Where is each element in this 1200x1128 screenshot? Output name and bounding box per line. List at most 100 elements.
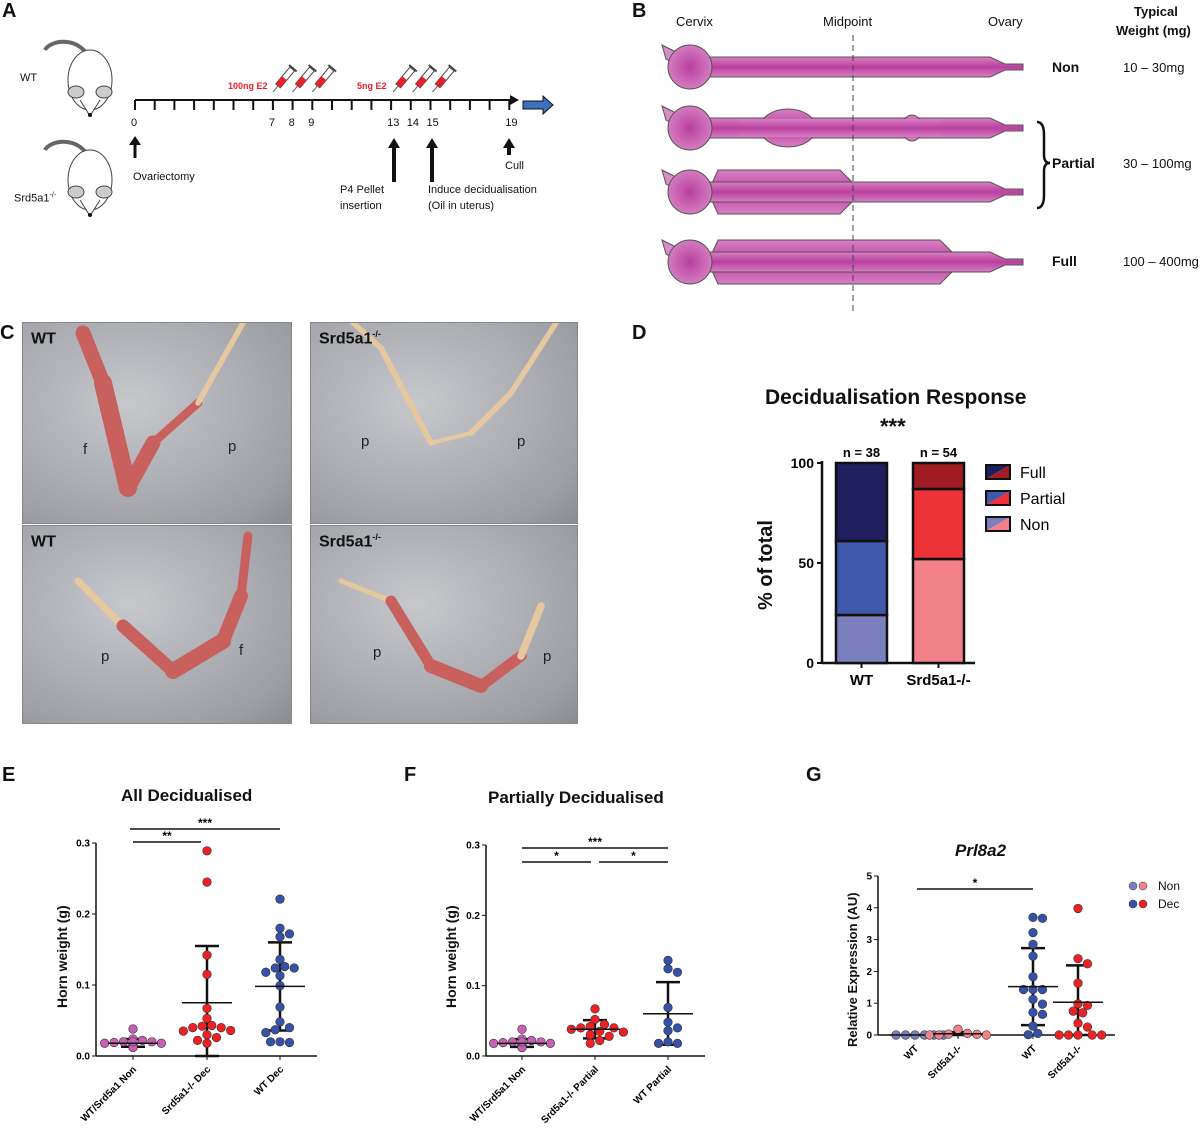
legend-swatch-border <box>985 490 1011 506</box>
chart-d-title: Decidualisation Response <box>765 386 1027 409</box>
wt-label: WT <box>20 72 38 84</box>
chart-f-ylabel: Horn weight (g) <box>443 905 459 1008</box>
data-point <box>202 1030 212 1040</box>
data-point <box>595 1035 605 1046</box>
data-point <box>284 1037 295 1048</box>
p4-label-2: insertion <box>340 200 382 212</box>
y-tick-label: 5 <box>866 872 872 883</box>
data-point <box>284 1023 295 1033</box>
data-point <box>1068 1006 1078 1016</box>
data-point <box>275 1017 285 1027</box>
x-tick-label: Srd5a1-/- <box>1046 1043 1084 1081</box>
genotype-text: WT <box>31 533 56 551</box>
legend-dot <box>1138 899 1148 909</box>
y-tick-label: 0.2 <box>76 910 90 921</box>
photo-genotype-label: Srd5a1-/- <box>319 532 381 551</box>
ko-label-text: Srd5a1 <box>14 192 50 205</box>
syringe-icon <box>272 64 298 93</box>
ko-label-sup: -/- <box>49 192 57 199</box>
y-tick-label: 0.3 <box>76 839 90 850</box>
significance-label: * <box>973 876 978 890</box>
syringe-needle <box>392 85 399 93</box>
data-point <box>192 1035 203 1045</box>
data-point <box>1033 1028 1043 1039</box>
syringe-plunger <box>288 64 298 73</box>
data-point <box>663 1037 673 1047</box>
bar-segment-partial <box>911 487 966 561</box>
up-arrow-icon <box>388 138 400 182</box>
uterus-shape <box>661 239 1024 285</box>
ovariectomy-label: Ovariectomy <box>133 171 195 183</box>
syringe-fluid <box>315 76 327 88</box>
syringe-icon <box>311 64 337 93</box>
x-tick-label: Srd5a1-/- Partial <box>539 1064 601 1126</box>
legend-label: Partial <box>1020 491 1065 508</box>
panel-label-f: F <box>404 764 417 786</box>
data-point <box>663 1026 673 1036</box>
significance-label: * <box>554 849 559 863</box>
data-point <box>275 971 285 981</box>
y-tick-label: 0.3 <box>466 841 480 852</box>
y-tick-label: 1 <box>866 999 872 1010</box>
data-point <box>653 1038 664 1048</box>
legend-swatch-right <box>986 517 1010 531</box>
data-point <box>925 1030 935 1040</box>
data-point <box>1097 1030 1107 1040</box>
region-tag: p <box>517 433 526 450</box>
data-point <box>280 961 290 972</box>
class-full: Full <box>1052 253 1077 269</box>
data-point <box>1082 1000 1093 1011</box>
data-point <box>517 1024 527 1034</box>
y-tick-label: 0.0 <box>466 1052 480 1063</box>
data-point <box>128 1037 138 1047</box>
data-point <box>207 1020 217 1031</box>
timeline-arrowhead <box>510 95 519 105</box>
ko-label: Srd5a1-/- <box>14 192 56 205</box>
data-point <box>284 929 295 939</box>
data-point <box>178 1026 188 1036</box>
data-point <box>275 932 285 942</box>
data-point <box>118 1037 129 1047</box>
partial-brace <box>1036 120 1051 210</box>
weight-non: 10 – 30mg <box>1123 60 1185 75</box>
photo-genotype-label: WT <box>31 532 56 551</box>
day-label: 7 <box>268 117 276 129</box>
genotype-sup: -/- <box>372 329 381 339</box>
n-label: n = 38 <box>843 445 880 460</box>
panel-label-d: D <box>632 322 647 344</box>
data-point <box>216 1023 226 1033</box>
day-label: 0 <box>131 117 138 129</box>
mouse-icon <box>43 39 113 117</box>
syringe-plunger <box>308 64 317 73</box>
y-tick-label: 0.0 <box>76 1052 90 1063</box>
data-point <box>672 1038 683 1048</box>
syringe-needle <box>412 85 419 93</box>
data-point <box>663 964 673 974</box>
uterine-horn <box>699 181 1024 203</box>
data-point <box>275 894 285 904</box>
data-point <box>1023 1030 1033 1040</box>
data-point <box>265 1037 276 1047</box>
data-point <box>672 967 683 977</box>
data-point <box>202 950 212 960</box>
data-point <box>261 967 271 977</box>
uterus-specimen <box>74 531 253 679</box>
induce-label-1: Induce decidualisation <box>428 184 537 196</box>
genotype-text: Srd5a1 <box>319 533 373 551</box>
data-point <box>1073 999 1083 1009</box>
ovary-label: Ovary <box>988 14 1023 29</box>
photo-genotype-label: WT <box>31 329 56 348</box>
weight-header-2: Weight (mg) <box>1116 23 1191 38</box>
bar-segment-non <box>834 613 889 665</box>
panel-label-e: E <box>2 764 16 786</box>
data-point <box>197 1021 207 1031</box>
weight-header-1: Typical <box>1134 4 1178 19</box>
data-point <box>953 1024 963 1034</box>
data-point <box>270 1025 280 1035</box>
data-point <box>595 1026 605 1036</box>
data-point <box>590 1004 600 1014</box>
data-point <box>507 1037 518 1047</box>
data-point <box>202 1013 212 1023</box>
chart-d: 0 50 100 WT n = 38 Srd5a1-/- n = 54 Full Partial… <box>791 445 1066 689</box>
data-point <box>934 1030 944 1040</box>
